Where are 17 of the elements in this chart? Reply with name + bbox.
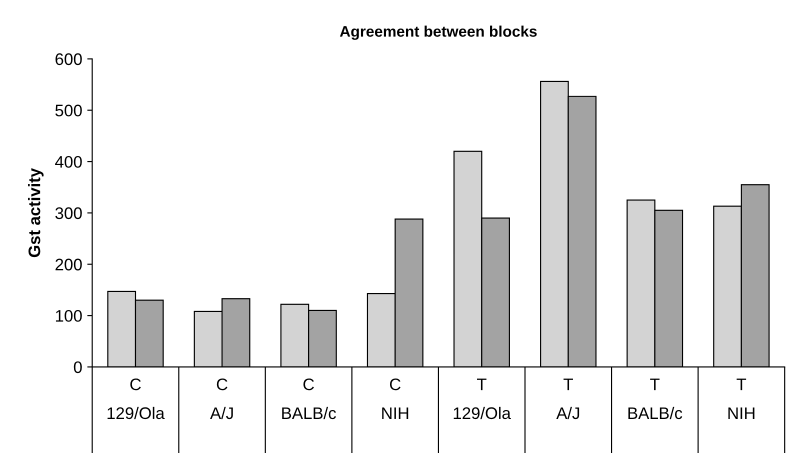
y-tick-label: 200 [56, 258, 82, 270]
y-tick-label: 400 [55, 156, 82, 168]
x-tick-label: T BALB/c [628, 378, 682, 420]
x-tick-label: C 129/Ola [108, 378, 165, 420]
x-tick-label: C A/J [210, 378, 233, 420]
y-tick-label: 0 [74, 361, 82, 374]
chart-title: Agreement between blocks [340, 26, 537, 40]
y-tick-label: 100 [56, 310, 82, 322]
x-tick-label: T NIH [728, 378, 754, 419]
x-tick-label: C NIH [382, 378, 408, 419]
y-axis-title: Gst activity [28, 168, 44, 258]
y-tick-label: 500 [55, 104, 82, 116]
x-tick-label: C BALB/c [282, 378, 336, 420]
y-tick-label: 300 [55, 207, 82, 220]
y-tick-label: 600 [56, 53, 82, 66]
x-tick-label: T 129/Ola [454, 378, 511, 420]
x-tick-label: T A/J [556, 378, 580, 420]
